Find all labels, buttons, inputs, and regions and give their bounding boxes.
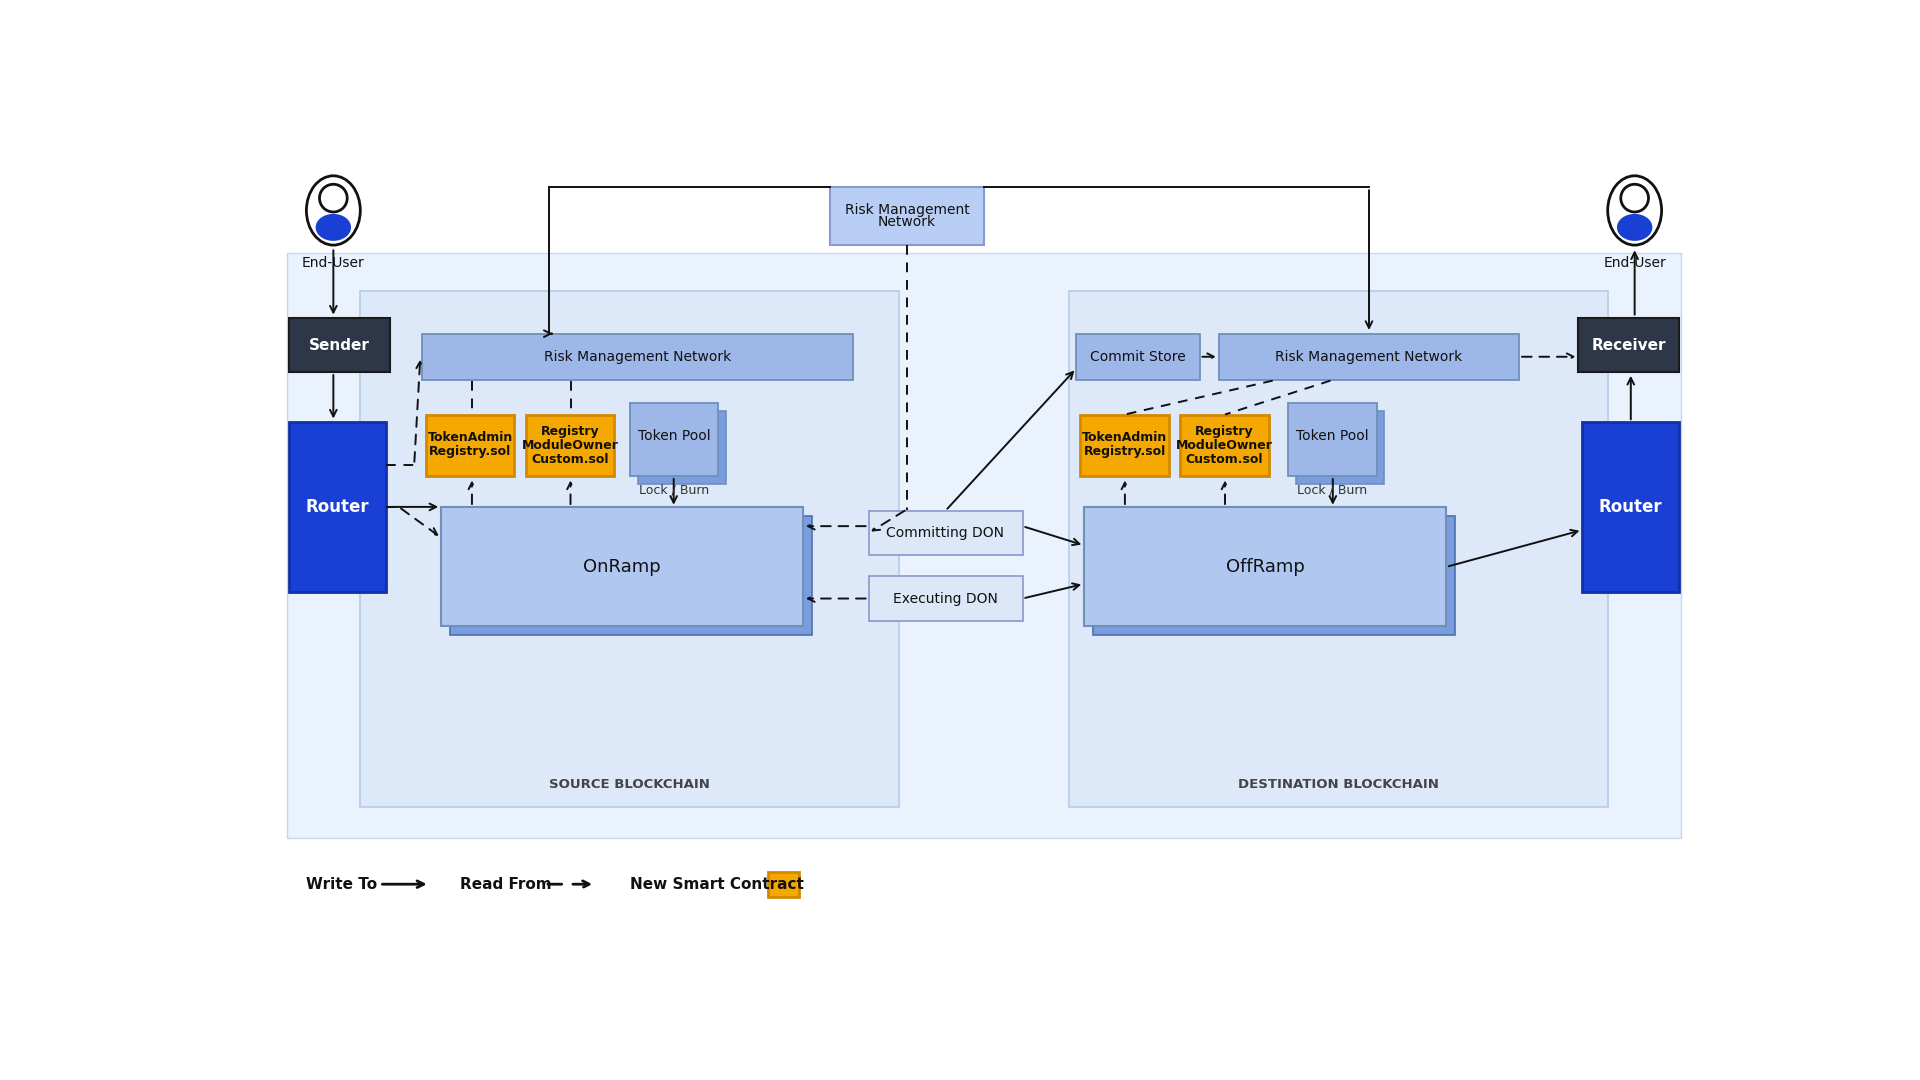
Text: Token Pool: Token Pool — [637, 429, 710, 443]
Text: Custom.sol: Custom.sol — [532, 453, 609, 465]
Text: Lock / Burn: Lock / Burn — [1298, 484, 1367, 497]
Bar — [868, 511, 1023, 555]
Bar — [1296, 410, 1384, 484]
Bar — [426, 415, 515, 476]
Bar — [290, 319, 390, 373]
Text: Risk Management: Risk Management — [845, 203, 970, 217]
Bar — [1288, 403, 1377, 476]
Text: Registry: Registry — [1196, 424, 1254, 438]
Bar — [288, 253, 1680, 838]
Ellipse shape — [307, 176, 361, 245]
Text: Sender: Sender — [309, 338, 371, 353]
Text: Registry.sol: Registry.sol — [428, 445, 511, 458]
Bar — [442, 507, 803, 626]
Bar — [290, 422, 386, 592]
Text: Router: Router — [305, 498, 369, 516]
Bar — [1081, 415, 1169, 476]
Text: Receiver: Receiver — [1592, 338, 1667, 353]
Text: OnRamp: OnRamp — [584, 557, 660, 576]
Bar — [422, 334, 852, 380]
Text: OffRamp: OffRamp — [1225, 557, 1304, 576]
Text: Risk Management Network: Risk Management Network — [543, 350, 732, 364]
Bar — [1092, 516, 1455, 635]
Bar — [637, 410, 726, 484]
Text: TokenAdmin: TokenAdmin — [1081, 431, 1167, 444]
Bar — [1219, 334, 1519, 380]
Text: Router: Router — [1599, 498, 1663, 516]
Bar — [1181, 415, 1269, 476]
Bar — [868, 577, 1023, 621]
Text: Executing DON: Executing DON — [893, 592, 998, 606]
Text: Write To: Write To — [307, 877, 378, 892]
Text: New Smart Contract: New Smart Contract — [630, 877, 804, 892]
Ellipse shape — [1617, 214, 1653, 241]
Text: Read From: Read From — [461, 877, 553, 892]
Bar — [451, 516, 812, 635]
Bar — [1077, 334, 1200, 380]
Bar — [1069, 292, 1607, 807]
Circle shape — [319, 185, 348, 212]
Bar — [630, 403, 718, 476]
Text: Lock / Burn: Lock / Burn — [639, 484, 708, 497]
Bar — [1085, 507, 1446, 626]
Bar — [361, 292, 899, 807]
Text: TokenAdmin: TokenAdmin — [428, 431, 513, 444]
Bar — [526, 415, 614, 476]
Ellipse shape — [1607, 176, 1661, 245]
Circle shape — [1620, 185, 1649, 212]
Text: ModuleOwner: ModuleOwner — [1177, 438, 1273, 451]
Bar — [1578, 319, 1678, 373]
Ellipse shape — [315, 214, 351, 241]
Bar — [1582, 422, 1678, 592]
Bar — [768, 872, 799, 896]
Text: DESTINATION BLOCKCHAIN: DESTINATION BLOCKCHAIN — [1238, 778, 1438, 791]
Text: SOURCE BLOCKCHAIN: SOURCE BLOCKCHAIN — [549, 778, 710, 791]
Text: Registry: Registry — [541, 424, 599, 438]
Text: Network: Network — [877, 215, 937, 229]
Text: Commit Store: Commit Store — [1091, 350, 1187, 364]
Text: ModuleOwner: ModuleOwner — [522, 438, 618, 451]
Bar — [829, 187, 983, 245]
Text: Registry.sol: Registry.sol — [1083, 445, 1165, 458]
Text: Committing DON: Committing DON — [887, 526, 1004, 540]
Text: End-User: End-User — [1603, 256, 1667, 270]
Text: End-User: End-User — [301, 256, 365, 270]
Text: Token Pool: Token Pool — [1296, 429, 1369, 443]
Text: Custom.sol: Custom.sol — [1187, 453, 1263, 465]
Text: Risk Management Network: Risk Management Network — [1275, 350, 1463, 364]
